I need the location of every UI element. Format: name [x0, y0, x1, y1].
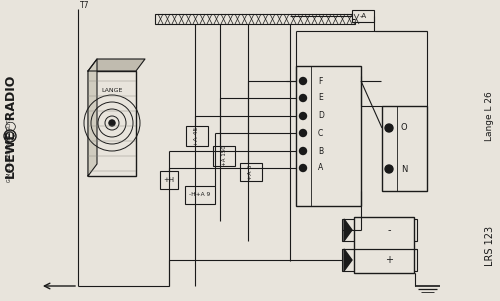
Bar: [352, 10, 374, 22]
Bar: [342, 219, 417, 241]
Text: -H+A 9: -H+A 9: [190, 193, 210, 197]
Circle shape: [300, 113, 306, 119]
Circle shape: [300, 129, 306, 136]
Bar: [382, 106, 427, 191]
Text: E: E: [318, 94, 323, 103]
Circle shape: [300, 77, 306, 85]
Polygon shape: [344, 249, 352, 271]
Circle shape: [110, 120, 114, 126]
Polygon shape: [344, 219, 352, 241]
Text: LRS 123: LRS 123: [485, 226, 495, 266]
Bar: [354, 217, 414, 273]
Text: LOEWE○RADIO: LOEWE○RADIO: [4, 74, 16, 178]
Text: +H: +H: [164, 177, 174, 183]
Bar: [155, 14, 355, 24]
Text: F: F: [318, 76, 322, 85]
Text: +A 150: +A 150: [222, 146, 226, 166]
Text: LANGE: LANGE: [102, 88, 122, 94]
Text: -A: -A: [360, 13, 366, 19]
Text: -: -: [387, 225, 391, 235]
Bar: [342, 249, 417, 271]
Bar: [160, 171, 178, 189]
Circle shape: [385, 165, 393, 173]
Bar: [88, 71, 136, 176]
Bar: [296, 66, 361, 206]
Text: C: C: [318, 129, 323, 138]
Text: O: O: [400, 123, 407, 132]
Bar: [186, 126, 208, 146]
Text: D: D: [318, 111, 324, 120]
Text: Lange L 26: Lange L 26: [486, 91, 494, 141]
Polygon shape: [88, 59, 145, 71]
Circle shape: [300, 95, 306, 101]
Text: +A 6: +A 6: [248, 164, 254, 180]
Bar: [185, 186, 215, 204]
Circle shape: [385, 124, 393, 132]
Bar: [213, 146, 235, 166]
Polygon shape: [88, 59, 97, 176]
Text: B: B: [318, 147, 323, 156]
Bar: [240, 163, 262, 181]
Circle shape: [300, 165, 306, 172]
Text: G.M.B.H. BERLIN-STEGLITZ: G.M.B.H. BERLIN-STEGLITZ: [8, 116, 12, 182]
Text: +A 45: +A 45: [194, 126, 200, 146]
Text: T7: T7: [80, 2, 90, 11]
Text: +: +: [385, 255, 393, 265]
Text: A: A: [318, 163, 323, 172]
Circle shape: [300, 147, 306, 154]
Text: N: N: [401, 165, 407, 173]
